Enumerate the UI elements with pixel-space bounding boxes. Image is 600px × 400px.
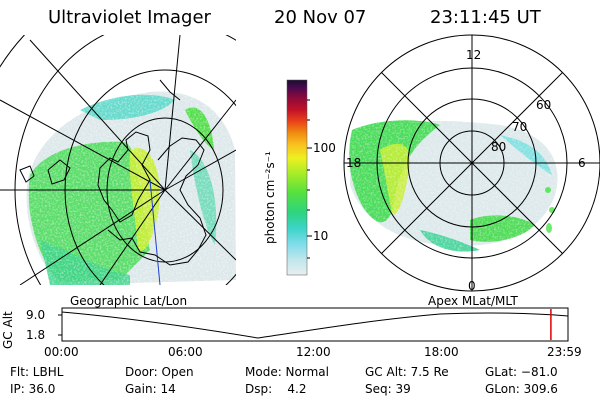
mlat-label-80: 80	[491, 140, 507, 154]
time-label: 23:11:45 UT	[430, 7, 541, 28]
timeline-x-tick-1800: 18:00	[424, 345, 459, 359]
timeline-x-tick-0600: 06:00	[168, 345, 203, 359]
param-mode: Mode: Normal	[245, 365, 329, 379]
param-door: Door: Open	[125, 365, 194, 379]
param-glon: GLon: 309.6	[485, 382, 558, 396]
orbit-timeline	[58, 307, 569, 342]
timeline-x-tick-1200: 12:00	[296, 345, 331, 359]
mlt-label-0: 0	[468, 279, 476, 293]
param-dsp: Dsp: 4.2	[245, 382, 307, 396]
param-flt: Flt: LBHL	[10, 365, 64, 379]
magnetic-polar-map	[343, 34, 600, 292]
timeline-y-label: GC Alt	[1, 311, 15, 349]
timeline-y-tick-max: 9.0	[26, 308, 46, 322]
instrument-title: Ultraviolet Imager	[48, 7, 211, 28]
timeline-x-tick-2359: 23:59	[547, 345, 582, 359]
colorbar-tick-10: 10	[313, 229, 329, 243]
mlt-label-18: 18	[346, 156, 362, 170]
mlat-label-70: 70	[512, 120, 528, 134]
timeline-x-tick-0000: 00:00	[44, 345, 79, 359]
colorbar-tick-100: 100	[313, 141, 336, 155]
geographic-map	[0, 35, 236, 285]
gc-altitude-curve	[61, 311, 569, 339]
mlat-label-60: 60	[536, 98, 552, 112]
colorbar-gradient	[286, 79, 308, 276]
apex-label: Apex MLat/MLT	[428, 294, 518, 308]
timeline-y-tick-min: 1.8	[26, 328, 46, 342]
param-gc-alt: GC Alt: 7.5 Re	[365, 365, 449, 379]
colorbar	[286, 79, 312, 276]
right-polar-grid	[343, 34, 600, 292]
param-seq: Seq: 39	[365, 382, 411, 396]
mlt-label-6: 6	[578, 156, 586, 170]
mlt-label-12: 12	[466, 48, 482, 62]
param-glat: GLat: −81.0	[485, 365, 558, 379]
timeline-frame	[61, 307, 569, 342]
date-label: 20 Nov 07	[274, 7, 367, 28]
left-coastlines	[19, 79, 207, 266]
geographic-label: Geographic Lat/Lon	[70, 294, 188, 308]
param-ip: IP: 36.0	[10, 382, 56, 396]
param-gain: Gain: 14	[125, 382, 176, 396]
colorbar-unit-label: photon cm⁻²s⁻¹	[263, 151, 277, 244]
